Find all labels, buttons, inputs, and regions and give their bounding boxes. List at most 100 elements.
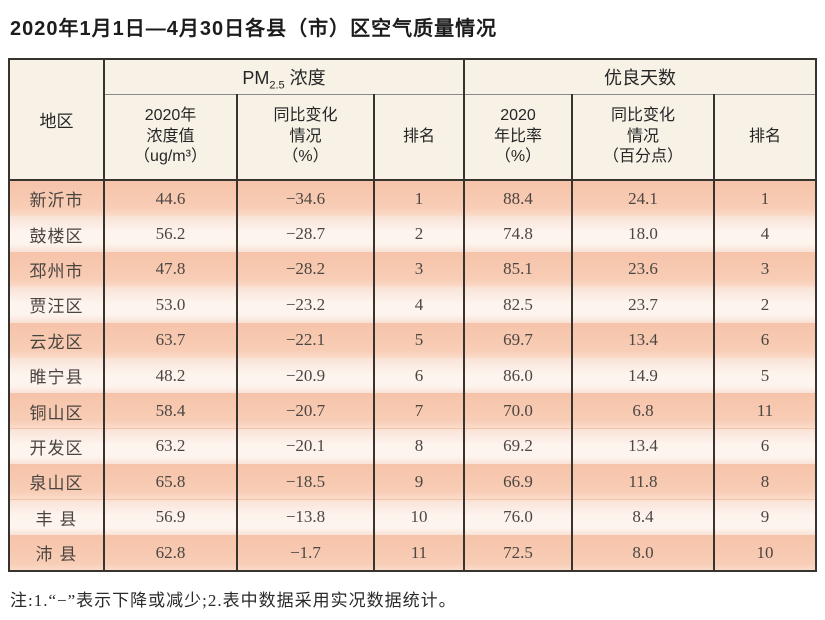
pm-rank-cell: 5 bbox=[373, 322, 464, 358]
pm-change-cell: −20.7 bbox=[236, 393, 374, 429]
pm-rank-cell: 7 bbox=[373, 393, 464, 429]
good-change-cell: 8.4 bbox=[571, 499, 714, 535]
pm-change-cell: −28.2 bbox=[236, 251, 374, 288]
region-cell: 开发区 bbox=[8, 428, 104, 465]
column-header-region: 地区 bbox=[8, 59, 104, 181]
pm-change-cell: −18.5 bbox=[236, 464, 374, 500]
pm-change-cell: −20.1 bbox=[236, 428, 374, 465]
pm-rank-cell: 2 bbox=[373, 216, 464, 252]
region-cell: 云龙区 bbox=[8, 322, 104, 358]
good-ratio-cell: 72.5 bbox=[463, 534, 572, 572]
pm-value-cell: 56.9 bbox=[103, 499, 237, 535]
table-header: 地区 PM2.5 浓度 优良天数 2020年 浓度值 （ug/m³） 同比变化 情… bbox=[8, 59, 816, 181]
pm-change-cell: −23.2 bbox=[236, 287, 374, 323]
header-sub-row: 2020年 浓度值 （ug/m³） 同比变化 情况 （%） 排名 2020 年比… bbox=[9, 94, 816, 181]
column-header-good-rank: 排名 bbox=[713, 94, 816, 181]
region-cell: 贾汪区 bbox=[8, 287, 104, 323]
pm-rank-cell: 11 bbox=[373, 534, 464, 572]
good-change-cell: 24.1 bbox=[571, 180, 714, 217]
pm-change-cell: −20.9 bbox=[236, 357, 374, 394]
column-header-pm-rank: 排名 bbox=[373, 94, 464, 181]
good-rank-cell: 9 bbox=[713, 499, 816, 535]
pm-value-cell: 65.8 bbox=[103, 464, 237, 500]
good-change-cell: 23.7 bbox=[571, 287, 714, 323]
good-change-cell: 11.8 bbox=[571, 464, 714, 500]
region-cell: 丰 县 bbox=[8, 499, 104, 535]
table-row: 贾汪区 53.0 −23.2 4 82.5 23.7 2 bbox=[8, 287, 816, 323]
pm-rank-cell: 9 bbox=[373, 464, 464, 500]
good-rank-cell: 11 bbox=[713, 393, 816, 429]
good-ratio-cell: 69.2 bbox=[463, 428, 572, 465]
table-row: 铜山区 58.4 −20.7 7 70.0 6.8 11 bbox=[8, 393, 816, 429]
table-row: 邳州市 47.8 −28.2 3 85.1 23.6 3 bbox=[8, 251, 816, 288]
column-header-good-ratio: 2020 年比率 （%） bbox=[463, 94, 572, 181]
region-cell: 鼓楼区 bbox=[8, 216, 104, 252]
region-cell: 泉山区 bbox=[8, 464, 104, 500]
good-ratio-cell: 85.1 bbox=[463, 251, 572, 288]
table-footnote: 注:1.“−”表示下降或减少;2.表中数据采用实况数据统计。 bbox=[10, 591, 457, 611]
pm-value-cell: 48.2 bbox=[103, 357, 237, 394]
pm-rank-cell: 1 bbox=[373, 180, 464, 217]
good-rank-cell: 8 bbox=[713, 464, 816, 500]
pm25-suffix: 浓度 bbox=[289, 68, 326, 88]
region-cell: 沛 县 bbox=[8, 534, 104, 572]
region-cell: 睢宁县 bbox=[8, 357, 104, 394]
column-group-good-days: 优良天数 bbox=[463, 59, 816, 95]
good-change-cell: 6.8 bbox=[571, 393, 714, 429]
column-group-pm25: PM2.5 浓度 bbox=[103, 59, 464, 95]
column-header-pm-value: 2020年 浓度值 （ug/m³） bbox=[103, 94, 237, 181]
good-ratio-cell: 76.0 bbox=[463, 499, 572, 535]
good-ratio-cell: 69.7 bbox=[463, 322, 572, 358]
pm25-label: PM bbox=[242, 68, 270, 88]
good-rank-cell: 2 bbox=[713, 287, 816, 323]
pm25-subscript: 2.5 bbox=[269, 79, 285, 92]
column-header-good-change: 同比变化 情况 （百分点） bbox=[571, 94, 714, 181]
pm-rank-cell: 10 bbox=[373, 499, 464, 535]
good-ratio-cell: 66.9 bbox=[463, 464, 572, 500]
table-row: 开发区 63.2 −20.1 8 69.2 13.4 6 bbox=[8, 428, 816, 465]
good-ratio-cell: 70.0 bbox=[463, 393, 572, 429]
good-rank-cell: 4 bbox=[713, 216, 816, 252]
pm-value-cell: 62.8 bbox=[103, 534, 237, 572]
good-rank-cell: 5 bbox=[713, 357, 816, 394]
pm-change-cell: −22.1 bbox=[236, 322, 374, 358]
good-ratio-cell: 74.8 bbox=[463, 216, 572, 252]
region-cell: 铜山区 bbox=[8, 393, 104, 429]
pm-change-cell: −28.7 bbox=[236, 216, 374, 252]
pm-rank-cell: 6 bbox=[373, 357, 464, 394]
pm-value-cell: 58.4 bbox=[103, 393, 237, 429]
good-change-cell: 23.6 bbox=[571, 251, 714, 288]
pm-value-cell: 63.2 bbox=[103, 428, 237, 465]
table-row: 云龙区 63.7 −22.1 5 69.7 13.4 6 bbox=[8, 322, 816, 358]
table-row: 鼓楼区 56.2 −28.7 2 74.8 18.0 4 bbox=[8, 216, 816, 252]
table-row: 沛 县 62.8 −1.7 11 72.5 8.0 10 bbox=[8, 534, 816, 572]
good-change-cell: 18.0 bbox=[571, 216, 714, 252]
table-row: 睢宁县 48.2 −20.9 6 86.0 14.9 5 bbox=[8, 357, 816, 394]
table-row: 新沂市 44.6 −34.6 1 88.4 24.1 1 bbox=[8, 180, 816, 217]
pm-rank-cell: 4 bbox=[373, 287, 464, 323]
page-title: 2020年1月1日—4月30日各县（市）区空气质量情况 bbox=[10, 18, 498, 40]
good-ratio-cell: 88.4 bbox=[463, 180, 572, 217]
column-header-pm-change: 同比变化 情况 （%） bbox=[236, 94, 374, 181]
good-rank-cell: 1 bbox=[713, 180, 816, 217]
good-rank-cell: 6 bbox=[713, 428, 816, 465]
good-rank-cell: 10 bbox=[713, 534, 816, 572]
table-row: 丰 县 56.9 −13.8 10 76.0 8.4 9 bbox=[8, 499, 816, 535]
good-rank-cell: 6 bbox=[713, 322, 816, 358]
pm-value-cell: 63.7 bbox=[103, 322, 237, 358]
table-row: 泉山区 65.8 −18.5 9 66.9 11.8 8 bbox=[8, 464, 816, 500]
air-quality-table: 地区 PM2.5 浓度 优良天数 2020年 浓度值 （ug/m³） 同比变化 情… bbox=[8, 58, 817, 573]
pm-value-cell: 44.6 bbox=[103, 180, 237, 217]
region-cell: 邳州市 bbox=[8, 251, 104, 288]
pm-value-cell: 56.2 bbox=[103, 216, 237, 252]
good-rank-cell: 3 bbox=[713, 251, 816, 288]
table-body: 新沂市 44.6 −34.6 1 88.4 24.1 1 鼓楼区 56.2 −2… bbox=[8, 180, 816, 572]
pm-value-cell: 47.8 bbox=[103, 251, 237, 288]
good-ratio-cell: 86.0 bbox=[463, 357, 572, 394]
header-group-row: 地区 PM2.5 浓度 优良天数 bbox=[8, 59, 816, 181]
pm-change-cell: −34.6 bbox=[236, 180, 374, 217]
pm-change-cell: −1.7 bbox=[236, 534, 374, 572]
good-change-cell: 8.0 bbox=[571, 534, 714, 572]
pm-value-cell: 53.0 bbox=[103, 287, 237, 323]
